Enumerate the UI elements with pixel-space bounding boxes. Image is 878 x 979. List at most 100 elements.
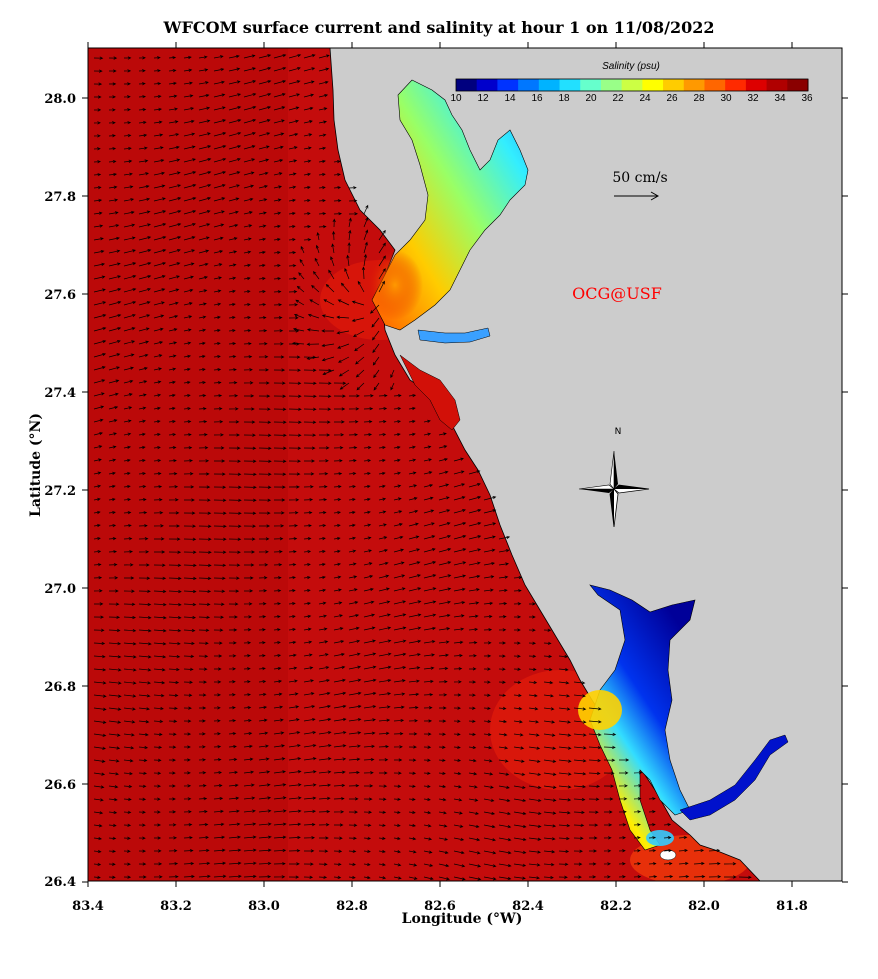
current-arrow xyxy=(498,824,512,829)
current-arrow xyxy=(573,681,586,685)
current-arrow xyxy=(273,132,285,137)
current-arrow xyxy=(183,771,191,775)
current-arrow xyxy=(514,628,521,632)
current-arrow xyxy=(306,328,320,332)
current-arrow xyxy=(228,654,237,658)
current-arrow xyxy=(243,537,256,541)
current-arrow xyxy=(558,836,570,841)
current-arrow xyxy=(138,159,149,163)
current-arrow xyxy=(123,236,136,241)
current-arrow xyxy=(363,471,371,476)
current-arrow xyxy=(183,797,192,801)
current-arrow xyxy=(288,692,299,696)
current-arrow xyxy=(318,691,331,696)
current-arrow xyxy=(378,823,386,827)
current-arrow xyxy=(228,744,237,749)
current-arrow xyxy=(228,93,242,98)
current-arrow xyxy=(228,420,240,424)
current-arrow xyxy=(288,433,302,437)
current-arrow xyxy=(333,849,343,853)
current-arrow xyxy=(168,328,178,332)
current-arrow xyxy=(138,681,151,685)
current-arrow xyxy=(169,797,176,801)
current-arrow xyxy=(408,797,416,802)
x-tick-label: 83.2 xyxy=(160,899,192,914)
current-arrow xyxy=(273,420,287,424)
current-arrow xyxy=(513,641,521,645)
current-arrow xyxy=(513,667,522,671)
current-arrow xyxy=(198,654,209,658)
colorbar-tick-label: 28 xyxy=(693,93,705,104)
current-arrow xyxy=(483,811,496,816)
current-arrow xyxy=(468,641,478,645)
current-arrow xyxy=(348,613,360,618)
current-arrow xyxy=(363,731,376,735)
current-arrow xyxy=(378,758,389,762)
current-arrow xyxy=(183,236,196,241)
current-arrow xyxy=(258,705,268,709)
current-arrow xyxy=(288,394,302,398)
current-arrow xyxy=(338,369,350,377)
current-arrow xyxy=(336,315,350,319)
current-arrow xyxy=(138,380,148,384)
current-arrow xyxy=(303,730,317,735)
current-arrow xyxy=(229,433,241,437)
current-arrow xyxy=(229,615,238,619)
current-arrow xyxy=(288,407,302,411)
current-arrow xyxy=(558,707,571,711)
current-arrow xyxy=(228,757,238,762)
current-arrow xyxy=(678,835,688,840)
current-arrow xyxy=(183,680,193,684)
current-arrow xyxy=(123,69,132,73)
current-arrow xyxy=(633,771,643,775)
current-arrow xyxy=(498,667,506,671)
current-arrow xyxy=(543,811,557,815)
current-arrow xyxy=(438,758,446,762)
current-arrow xyxy=(483,824,496,829)
current-arrow xyxy=(93,615,105,619)
current-arrow xyxy=(438,653,450,657)
current-arrow xyxy=(318,523,327,528)
current-arrow xyxy=(528,837,542,841)
current-arrow xyxy=(138,107,147,112)
current-arrow xyxy=(258,211,267,215)
current-arrow xyxy=(93,785,105,789)
current-arrow xyxy=(453,457,464,462)
current-arrow xyxy=(273,342,284,346)
current-arrow xyxy=(288,862,300,866)
current-arrow xyxy=(168,81,177,85)
current-arrow xyxy=(318,446,330,450)
current-arrow xyxy=(348,433,359,437)
current-arrow xyxy=(453,719,461,723)
current-arrow xyxy=(153,367,162,371)
current-arrow xyxy=(483,641,492,645)
current-arrow xyxy=(183,667,194,671)
current-arrow xyxy=(213,498,227,502)
current-arrow xyxy=(213,289,222,293)
current-arrow xyxy=(183,315,193,319)
current-arrow xyxy=(153,862,163,866)
current-arrow xyxy=(273,198,282,202)
current-arrow xyxy=(708,848,721,853)
y-tick-label: 27.0 xyxy=(44,582,76,597)
current-arrow xyxy=(243,861,257,865)
current-arrow xyxy=(303,796,317,800)
current-arrow xyxy=(288,550,297,554)
current-arrow xyxy=(438,732,447,736)
current-arrow xyxy=(168,550,182,554)
current-arrow xyxy=(243,757,254,761)
current-arrow xyxy=(453,561,467,566)
current-arrow xyxy=(138,589,151,593)
current-arrow xyxy=(228,874,242,879)
current-arrow xyxy=(258,329,268,333)
current-arrow xyxy=(363,523,372,527)
current-arrow xyxy=(153,602,167,607)
current-arrow xyxy=(273,459,287,463)
current-arrow xyxy=(348,229,352,241)
current-arrow xyxy=(378,626,392,631)
current-arrow xyxy=(408,784,416,788)
current-arrow xyxy=(438,535,452,540)
current-arrow xyxy=(273,835,287,839)
current-arrow xyxy=(243,342,252,346)
current-arrow xyxy=(390,382,395,391)
